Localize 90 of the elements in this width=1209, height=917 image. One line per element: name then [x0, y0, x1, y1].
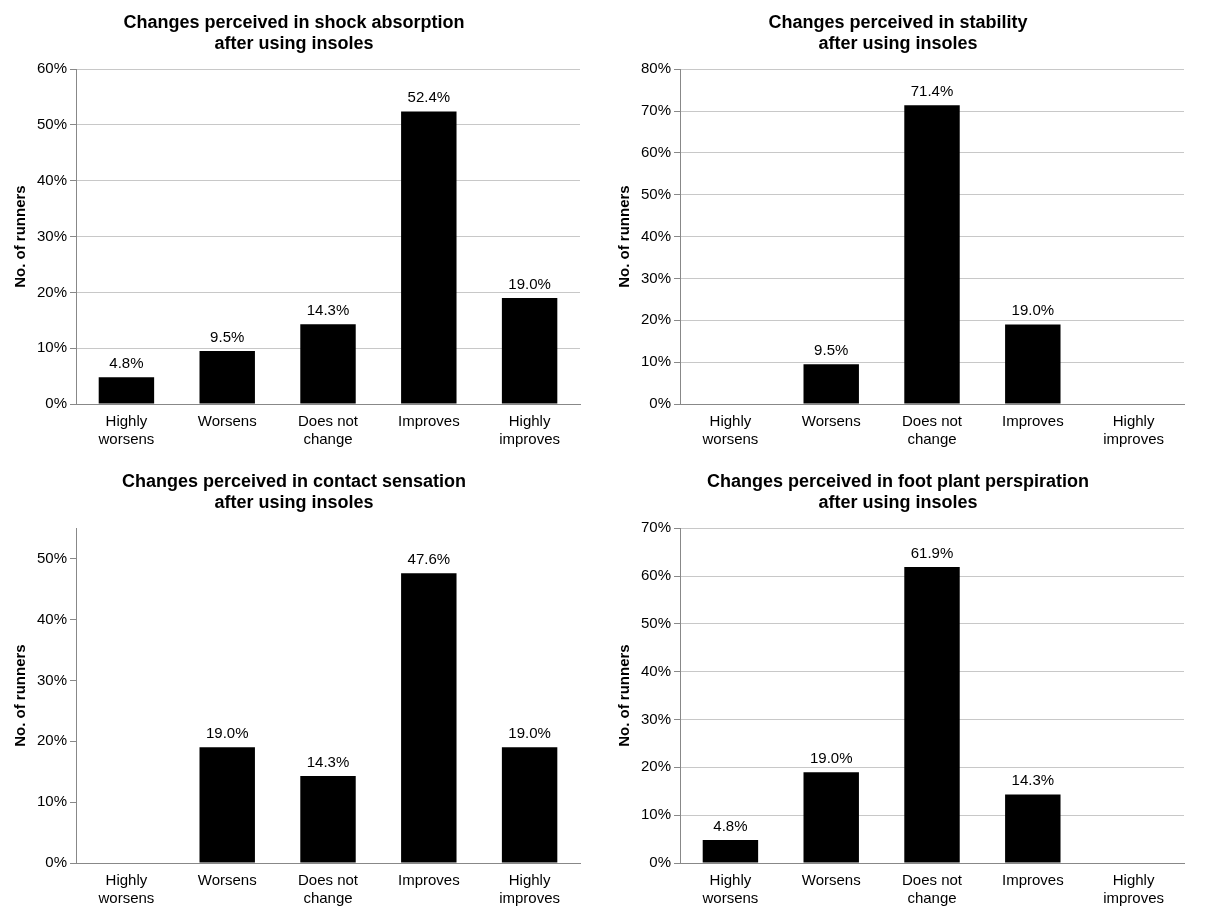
x-tick-label: Highly improves [1103, 871, 1165, 907]
y-tick-label: 10% [640, 352, 672, 370]
y-tick-label: 80% [640, 59, 672, 77]
bar [803, 364, 859, 404]
bar [300, 324, 356, 404]
y-tick-label: 50% [640, 614, 672, 631]
x-tick-label: Highly worsens [701, 871, 759, 907]
y-tick-label: 60% [640, 143, 672, 161]
x-tick-label: Improves [1001, 412, 1064, 430]
y-axis-title: No. of runners [11, 644, 29, 747]
y-tick-label: 0% [649, 394, 672, 412]
bar [98, 377, 155, 404]
y-tick-label: 40% [36, 170, 68, 188]
data-label: 47.6% [407, 549, 451, 567]
data-label: 4.8% [109, 353, 144, 371]
y-tick-label: 50% [36, 548, 68, 566]
y-tick-label: 30% [36, 670, 68, 688]
data-label: 71.4% [910, 81, 954, 99]
y-tick-label: 30% [640, 709, 672, 727]
x-tick-label: Does not change [901, 412, 963, 448]
x-tick-label: Highly improves [499, 412, 561, 448]
bar [199, 350, 255, 404]
y-tick-label: 40% [36, 609, 68, 627]
chart-title: Changes perceived in shock absorption after using insoles [123, 11, 465, 54]
data-label: 19.0% [508, 723, 551, 741]
data-label: 4.8% [713, 816, 748, 834]
x-tick-label: Worsens [801, 871, 861, 889]
x-tick-label: Worsens [197, 412, 257, 430]
y-tick-label: 10% [36, 792, 68, 810]
y-tick-label: 0% [45, 853, 68, 871]
data-label: 14.3% [1011, 771, 1055, 789]
x-tick-label: Improves [1001, 871, 1064, 889]
bar [300, 775, 356, 863]
y-tick-label: 0% [649, 853, 672, 871]
x-tick-label: Improves [397, 412, 460, 430]
x-tick-label: Improves [397, 871, 460, 889]
x-tick-label: Highly worsens [701, 412, 759, 448]
bar [501, 747, 558, 863]
bar [401, 111, 457, 404]
y-tick-label: 40% [640, 661, 672, 679]
y-axis-title: No. of runners [11, 185, 29, 288]
x-tick-label: Does not change [297, 871, 359, 907]
y-tick-label: 30% [640, 268, 672, 286]
bar [401, 573, 457, 863]
data-label: 61.9% [910, 543, 954, 561]
x-tick-label: Does not change [901, 871, 963, 907]
data-label: 9.5% [210, 327, 245, 345]
y-tick-label: 0% [45, 394, 68, 412]
data-label: 14.3% [306, 300, 350, 318]
data-label: 14.3% [306, 752, 350, 770]
y-tick-label: 40% [640, 226, 672, 244]
y-tick-label: 20% [640, 757, 672, 775]
bar [904, 566, 960, 863]
bar [1005, 794, 1061, 863]
data-label: 19.0% [508, 274, 551, 292]
y-tick-label: 20% [36, 731, 68, 749]
y-tick-label: 10% [640, 805, 672, 823]
y-tick-label: 60% [640, 566, 672, 584]
data-label: 9.5% [814, 340, 849, 358]
y-tick-label: 30% [36, 226, 68, 244]
data-label: 19.0% [1011, 301, 1055, 319]
y-tick-label: 50% [640, 184, 672, 202]
data-label: 52.4% [407, 88, 451, 106]
bar [199, 747, 255, 863]
x-tick-label: Highly worsens [97, 871, 155, 907]
data-label: 19.0% [205, 723, 249, 741]
bar [1005, 324, 1061, 404]
bar [904, 105, 960, 404]
y-axis-title: No. of runners [615, 644, 633, 747]
x-tick-label: Highly worsens [97, 412, 155, 448]
data-label: 19.0% [809, 748, 853, 766]
chart-title: Changes perceived in stability after using insoles [768, 11, 1028, 54]
x-tick-label: Worsens [801, 412, 861, 430]
y-axis-title: No. of runners [615, 185, 633, 288]
chart-title: Changes perceived in foot plant perspiration after using insoles [706, 470, 1090, 513]
bar [702, 840, 759, 863]
bar [803, 772, 859, 863]
y-tick-label: 50% [36, 115, 68, 133]
y-tick-label: 70% [640, 518, 672, 536]
y-tick-label: 10% [36, 338, 68, 356]
x-tick-label: Highly improves [499, 871, 561, 907]
y-tick-label: 60% [36, 59, 68, 77]
x-tick-label: Highly improves [1103, 412, 1165, 448]
bar [501, 297, 558, 404]
y-tick-label: 70% [640, 101, 672, 119]
y-tick-label: 20% [640, 310, 672, 328]
x-tick-label: Worsens [197, 871, 257, 889]
chart-title: Changes perceived in contact sensation after using insoles [121, 470, 467, 513]
x-tick-label: Does not change [297, 412, 359, 448]
y-tick-label: 20% [36, 282, 68, 300]
